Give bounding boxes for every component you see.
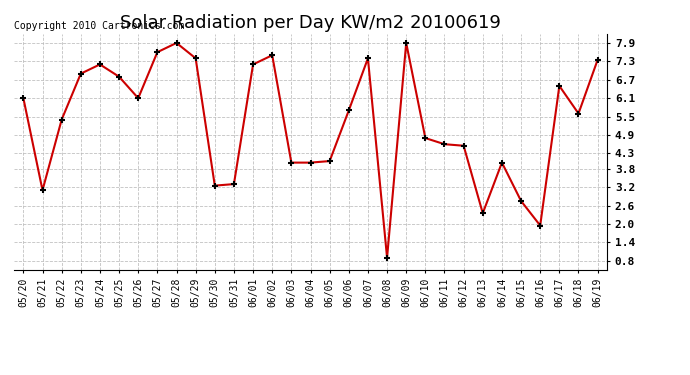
Text: Copyright 2010 Cartronics.com: Copyright 2010 Cartronics.com	[14, 21, 184, 32]
Title: Solar Radiation per Day KW/m2 20100619: Solar Radiation per Day KW/m2 20100619	[120, 14, 501, 32]
